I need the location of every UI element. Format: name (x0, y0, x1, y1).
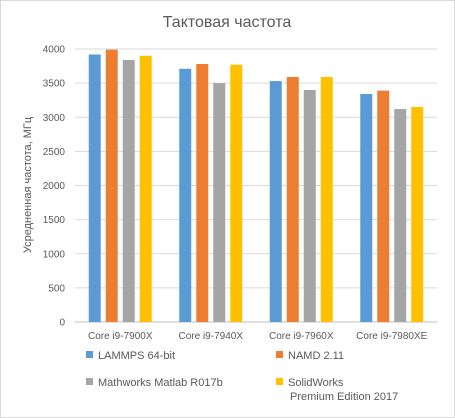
legend-swatch (86, 351, 93, 358)
y-tick-label: 3500 (43, 79, 66, 90)
legend: LAMMPS 64-bit NAMD 2.11 Mathworks Matlab R… (86, 350, 398, 403)
y-tick-label: 2500 (43, 147, 66, 158)
legend-swatch (276, 351, 283, 358)
legend-label: Mathworks Matlab R017b (98, 377, 223, 389)
y-tick-labels: 0 500 1000 1500 2000 2500 3000 3500 4000 (43, 45, 66, 329)
chart-title: Тактовая частота (163, 14, 292, 31)
legend-swatch (86, 378, 93, 385)
bar (286, 76, 299, 322)
bar (269, 81, 282, 322)
bars (88, 49, 424, 323)
y-tick-label: 500 (48, 283, 65, 294)
x-tick-labels: Core i9-7900X Core i9-7940X Core i9-7960X C… (88, 331, 428, 342)
x-tick-label: Core i9-7980XE (356, 331, 427, 342)
legend-label: SolidWorks Premium Edition 2017 (288, 377, 398, 403)
y-tick-label: 4000 (43, 45, 66, 56)
bar (377, 90, 390, 322)
x-tick-label: Core i9-7940X (179, 331, 244, 342)
y-axis-label: Усредненная частота, МГц (22, 116, 34, 253)
bar (196, 64, 209, 322)
bar (105, 49, 118, 323)
bar (179, 68, 192, 322)
legend-label: NAMD 2.11 (288, 350, 344, 362)
y-tick-label: 2000 (43, 181, 66, 192)
y-tick-label: 0 (59, 318, 65, 329)
bar (122, 59, 135, 323)
bar (139, 55, 152, 322)
legend-swatch (276, 378, 283, 385)
x-tick-label: Core i9-7960X (269, 331, 334, 342)
x-tick-label: Core i9-7900X (88, 331, 153, 342)
bar (303, 89, 316, 322)
bar (411, 107, 424, 322)
bar (320, 76, 333, 322)
bar (88, 54, 101, 323)
y-tick-label: 1500 (43, 215, 66, 226)
bar (394, 109, 407, 322)
bar (230, 64, 243, 322)
y-tick-label: 1000 (43, 249, 66, 260)
y-tick-label: 3000 (43, 113, 66, 124)
bar (213, 83, 226, 322)
bar (360, 94, 373, 322)
legend-label: LAMMPS 64-bit (98, 350, 175, 362)
gridlines (75, 48, 437, 323)
